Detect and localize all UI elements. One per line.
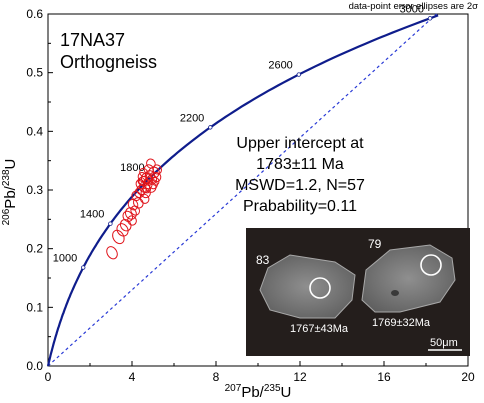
x-tick-label: 8: [213, 370, 220, 384]
concordia-age-dot: [427, 16, 433, 21]
x-tick-label: 0: [45, 370, 52, 384]
zircon-grain-83: [259, 254, 356, 319]
error-ellipse: [122, 210, 134, 223]
error-ellipse: [106, 246, 118, 260]
analysis-spot-79: [420, 254, 442, 276]
error-ellipse: [116, 223, 129, 237]
y-tick-label: 0.3: [26, 183, 43, 197]
y-tick-label: 0.5: [26, 66, 43, 80]
x-tick-label: 20: [461, 370, 475, 384]
error-ellipse: [144, 176, 154, 186]
data-ellipses: [106, 158, 163, 260]
x-label-u-mass: 235: [264, 383, 281, 394]
y-tick-label: 0.4: [26, 124, 43, 138]
grain-label-79: 79: [368, 237, 382, 251]
y-tick-label: 0.1: [26, 300, 43, 314]
concordia-age-dot: [296, 72, 302, 77]
x-tick-label: 4: [129, 370, 136, 384]
concordia-age-label: 2600: [268, 60, 292, 72]
error-ellipse: [146, 158, 156, 169]
x-label-sep: /: [260, 384, 265, 401]
concordia-age-dot: [208, 125, 213, 130]
cl-image-inset: 83 79 1767±43Ma 1769±32Ma 50μm: [246, 228, 470, 356]
rock-type: Orthogneiss: [60, 52, 157, 72]
concordia-age-label: 3000: [400, 3, 424, 15]
x-tick-label: 12: [293, 370, 307, 384]
annotation-line-3: MSWD=1.2, N=57: [235, 177, 365, 194]
y-tick-label: 0.2: [26, 242, 43, 256]
x-label-pb-mass: 207: [225, 383, 242, 394]
y-label-sep: /: [2, 185, 19, 190]
concordia-age-dot: [81, 265, 86, 270]
grain-inclusion: [391, 290, 399, 296]
annotation-line-4: Prabability=0.11: [243, 198, 357, 215]
concordia-age-label: 1400: [80, 209, 104, 221]
x-label-u: U: [281, 384, 292, 401]
ellipse-note: data-point error ellipses are 2σ: [349, 1, 479, 12]
error-ellipse: [145, 181, 157, 193]
error-ellipse: [119, 219, 132, 232]
error-ellipse: [139, 193, 150, 204]
y-label-u: U: [2, 159, 19, 170]
zircon-grain-79: [361, 244, 456, 313]
intercept-annotation: Upper intercept at 1783±11 Ma MSWD=1.2, …: [235, 135, 365, 215]
grain-age-83: 1767±43Ma: [290, 323, 349, 335]
grain-age-79: 1769±32Ma: [372, 317, 431, 329]
concordia-age-label: 2200: [180, 112, 204, 124]
y-tick-label: 0.0: [26, 359, 43, 373]
annotation-line-2: 1783±11 Ma: [256, 156, 344, 173]
y-axis: 0.0 0.1 0.2 0.3 0.4 0.5 0.6: [26, 7, 53, 373]
error-ellipse: [130, 205, 141, 216]
y-label-u-mass: 238: [1, 169, 12, 186]
y-tick-label: 0.6: [26, 7, 43, 21]
error-ellipse: [125, 207, 137, 220]
error-ellipse: [127, 215, 137, 226]
error-ellipse: [139, 167, 148, 177]
error-ellipse: [133, 197, 144, 209]
grain-label-83: 83: [256, 253, 270, 267]
concordia-age-label: 1000: [53, 253, 77, 265]
x-axis-label: 207Pb/235U: [225, 383, 292, 401]
scale-bar-label: 50μm: [430, 337, 458, 349]
concordia-curve: [46, 14, 439, 367]
error-ellipse: [150, 176, 160, 186]
error-ellipse: [131, 190, 142, 201]
error-ellipse: [142, 184, 152, 194]
error-ellipse: [137, 177, 146, 186]
concordia-age-marks: 1000 1400 1800 2200 2600 3000: [53, 3, 433, 270]
concordia-age-label: 1800: [120, 162, 144, 174]
sample-id: 17NA37: [60, 30, 125, 50]
x-tick-label: 16: [377, 370, 391, 384]
y-axis-label: 206Pb/238U: [1, 159, 19, 226]
x-axis: 0 4 8 12 16 20: [45, 361, 475, 384]
concordia-age-dot: [108, 221, 113, 226]
y-label-pb-mass: 206: [1, 208, 12, 225]
x-label-pb: Pb: [241, 384, 259, 401]
error-ellipse: [112, 229, 125, 245]
y-label-pb: Pb: [2, 190, 19, 208]
analysis-spot-83: [309, 277, 331, 299]
annotation-line-1: Upper intercept at: [236, 135, 364, 152]
error-ellipse: [127, 199, 139, 211]
